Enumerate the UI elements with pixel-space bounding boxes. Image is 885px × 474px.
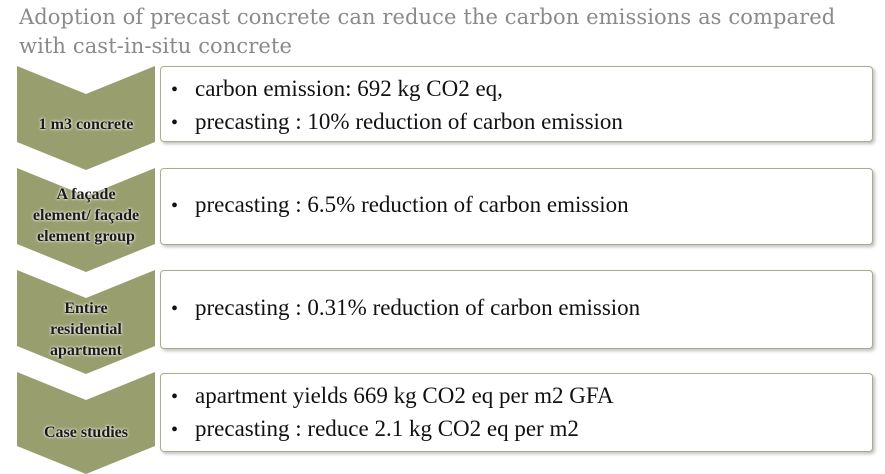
bullet-text: precasting : 10% reduction of carbon emi… xyxy=(195,109,623,134)
chevron-shape xyxy=(17,66,155,170)
chevron-facade-element: A façade element/ façade element group xyxy=(17,168,155,272)
bullet-item: • precasting : reduce 2.1 kg CO2 eq per m… xyxy=(171,413,862,446)
content-box-entire-apartment: • precasting : 0.31% reduction of carbon … xyxy=(160,270,873,349)
bullet-text: precasting : reduce 2.1 kg CO2 eq per m2 xyxy=(195,416,579,441)
chevron-shape xyxy=(17,372,155,474)
bullet-item: • precasting : 0.31% reduction of carbon … xyxy=(171,292,862,325)
bullet-item: • apartment yields 669 kg CO2 eq per m2 G… xyxy=(171,380,862,413)
chevron-shape xyxy=(17,270,155,374)
bullet-item: • precasting : 10% reduction of carbon em… xyxy=(171,106,862,139)
chevron-label: 1 m3 concrete xyxy=(38,116,134,133)
bullet-dot: • xyxy=(171,298,179,320)
chevron-label: Entire residential apartment xyxy=(50,300,122,359)
bullet-text: precasting : 0.31% reduction of carbon e… xyxy=(195,295,641,320)
bullet-dot: • xyxy=(171,112,179,134)
bullet-dot: • xyxy=(171,419,179,441)
bullet-item: • carbon emission: 692 kg CO2 eq, xyxy=(171,73,862,106)
bullet-text: apartment yields 669 kg CO2 eq per m2 GF… xyxy=(195,383,614,408)
chevron-1m3-concrete: 1 m3 concrete xyxy=(17,66,155,170)
content-box-1m3-concrete: • carbon emission: 692 kg CO2 eq, • precas… xyxy=(160,66,873,142)
chevron-entire-apartment: Entire residential apartment xyxy=(17,270,155,374)
bullet-dot: • xyxy=(171,386,179,408)
slide-title: Adoption of precast concrete can reduce … xyxy=(19,5,836,58)
bullet-dot: • xyxy=(171,79,179,101)
bullet-item: • precasting : 6.5% reduction of carbon e… xyxy=(171,189,862,222)
bullet-dot: • xyxy=(171,195,179,217)
chevron-label: Case studies xyxy=(43,424,128,441)
chevron-label: A façade element/ façade element group xyxy=(32,186,140,245)
bullet-text: precasting : 6.5% reduction of carbon em… xyxy=(195,192,629,217)
content-box-case-studies: • apartment yields 669 kg CO2 eq per m2 G… xyxy=(160,373,873,452)
chevron-case-studies: Case studies xyxy=(17,372,155,474)
bullet-text: carbon emission: 692 kg CO2 eq, xyxy=(195,76,503,101)
content-box-facade-element: • precasting : 6.5% reduction of carbon e… xyxy=(160,168,873,245)
chevron-shape xyxy=(17,168,155,272)
